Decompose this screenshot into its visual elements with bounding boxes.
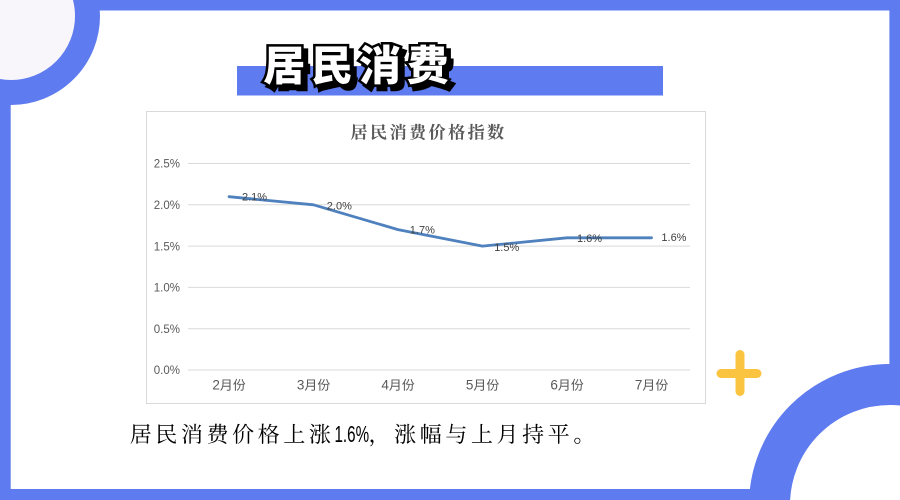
svg-text:2.0%: 2.0% — [154, 200, 180, 212]
svg-text:1.6%: 1.6% — [577, 233, 602, 245]
svg-text:3: 3 — [297, 378, 305, 393]
svg-text:1.6%: 1.6% — [335, 422, 370, 448]
svg-text:1.7%: 1.7% — [410, 225, 435, 237]
svg-text:1.5%: 1.5% — [154, 241, 180, 253]
svg-text:1.0%: 1.0% — [154, 283, 180, 295]
svg-text:5: 5 — [466, 378, 474, 393]
svg-text:2.0%: 2.0% — [327, 200, 352, 212]
svg-text:2.1%: 2.1% — [242, 192, 267, 204]
svg-text:0.0%: 0.0% — [154, 365, 180, 377]
svg-text:1.6%: 1.6% — [661, 232, 686, 244]
svg-text:7: 7 — [635, 378, 643, 393]
svg-text:0.5%: 0.5% — [154, 324, 180, 336]
svg-text:1.5%: 1.5% — [494, 242, 519, 254]
svg-text:6: 6 — [550, 378, 558, 393]
svg-text:2.5%: 2.5% — [154, 159, 180, 171]
svg-text:4: 4 — [381, 378, 389, 393]
svg-text:2: 2 — [212, 378, 220, 393]
